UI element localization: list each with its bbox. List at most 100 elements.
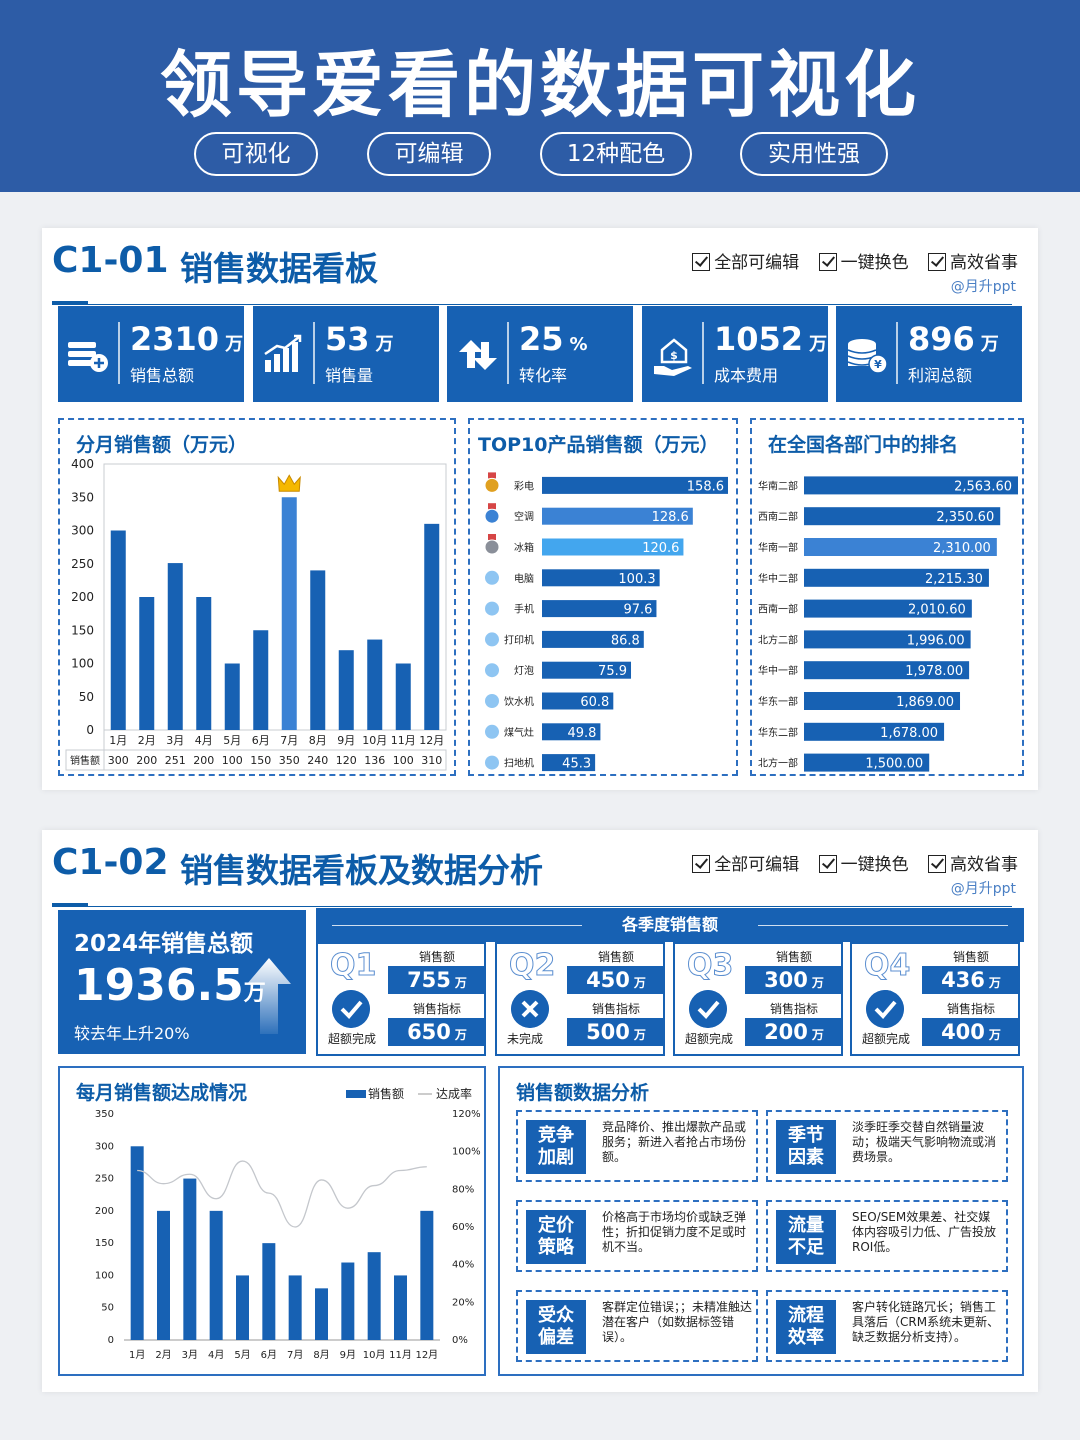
table-frame	[65, 749, 447, 771]
x-tick-label: 3月	[166, 734, 184, 747]
kpi-value: 25%	[519, 320, 588, 358]
quarter-target-value: 650 万	[388, 1018, 486, 1046]
check-circle-icon	[332, 990, 370, 1028]
data-label: 86.8	[611, 633, 640, 648]
feature-label: 高效省事	[950, 855, 1018, 875]
category-label: 扫地机	[504, 757, 534, 770]
bar	[542, 600, 657, 618]
chart-title: 分月销售额（万元）	[76, 434, 248, 456]
cross-circle-icon	[511, 990, 549, 1028]
analysis-text: 竞品降价、推出爆款产品或服务；新进入者抢占市场份额。	[602, 1120, 747, 1164]
quarter-status: 超额完成	[685, 1032, 734, 1046]
x-tick-label: 1月	[129, 1349, 145, 1361]
monthly-achievement-chart: 销售额 达成率 0 50 100 150 200 250 300 350 0% 20% 40% 60% 80…	[95, 1086, 481, 1361]
feature-item: 一键换色	[818, 248, 909, 273]
data-label: 1,978.00	[905, 664, 963, 679]
category-label: 冰箱	[514, 541, 534, 554]
chart-title: 每月销售额达成情况	[76, 1082, 248, 1104]
x-tick-label: 8月	[309, 734, 327, 747]
y2-tick-label: 100%	[452, 1147, 481, 1158]
section-1-title: 销售数据看板	[180, 249, 378, 288]
quarter-target-label: 销售指标	[591, 1002, 640, 1016]
quarter-target-value: 400 万	[922, 1018, 1020, 1046]
bar	[542, 569, 660, 587]
checkbox-icon	[692, 855, 711, 873]
table-value: 300	[108, 754, 129, 767]
quarter-status: 未完成	[507, 1032, 544, 1046]
feature-list: 全部可编辑 一键换色 高效省事	[678, 850, 1018, 875]
quarter-name: Q4	[863, 948, 911, 984]
category-label: 灯泡	[514, 664, 534, 677]
feature-item: 一键换色	[818, 850, 909, 875]
hand-house-money-icon: $	[654, 338, 692, 376]
checkbox-icon	[928, 855, 946, 873]
kpi-label: 销售总额	[130, 366, 195, 385]
bar	[281, 497, 297, 730]
bar	[288, 1275, 302, 1340]
bar	[542, 723, 601, 741]
x-tick-label: 11月	[391, 734, 416, 747]
table-value: 100	[222, 754, 243, 767]
quarter-sales-label: 销售额	[952, 950, 989, 964]
x-tick-label: 7月	[287, 1349, 303, 1361]
medal-ribbon-icon	[488, 534, 496, 540]
section-2-title: 销售数据看板及数据分析	[180, 851, 543, 890]
badge-icon	[485, 694, 499, 708]
category-label: 手机	[514, 603, 534, 616]
y-tick-label: 300	[71, 524, 94, 538]
x-tick-label: 10月	[363, 1349, 386, 1361]
bar	[341, 1262, 355, 1340]
y-tick-label: 350	[95, 1109, 114, 1120]
category-label: 华南二部	[758, 479, 798, 492]
analysis-text: SEO/SEM效果差、社交媒体内容吸引力低、广告投放ROI低。	[852, 1210, 997, 1254]
x-tick-label: 7月	[280, 734, 298, 747]
check-circle-icon	[689, 990, 727, 1028]
checkbox-icon	[928, 253, 946, 271]
svg-text:¥: ¥	[874, 358, 882, 371]
page-title: 领导爱看的数据可视化	[159, 43, 920, 127]
y-tick-label: 400	[71, 457, 94, 471]
category-label: 北方二部	[758, 633, 798, 646]
data-label: 2,215.30	[925, 572, 983, 587]
divider	[52, 906, 1012, 907]
bar	[139, 597, 155, 730]
monthly-achievement-box: 每月销售额达成情况 销售额 达成率 0 50 100 150 200 250 300 350 0% 2…	[58, 1066, 486, 1376]
bar	[224, 663, 240, 730]
bar	[315, 1288, 328, 1340]
tag-practical: 实用性强	[740, 132, 888, 176]
category-label: 煤气灶	[504, 726, 534, 739]
feature-label: 一键换色	[840, 855, 909, 875]
medal-icon	[484, 477, 500, 493]
kpi-conversion-rate: 25% 转化率	[447, 306, 633, 402]
bar	[542, 661, 632, 679]
bar	[804, 722, 945, 741]
legend-label: 销售额	[368, 1086, 404, 1101]
coin-stack-icon: ¥	[847, 339, 888, 374]
analysis-tag: 受众 偏差	[526, 1300, 586, 1354]
top10-chart-box: TOP10产品销售额（万元） 彩电 158.6 空调 128.6 冰箱 120.6 电脑 10…	[468, 418, 738, 776]
category-label: 彩电	[514, 479, 534, 492]
kpi-divider	[507, 322, 509, 384]
section-1-code: C1-01	[52, 240, 169, 281]
table-value: 310	[421, 754, 442, 767]
category-label: 华东一部	[758, 695, 798, 708]
tag-row: 可视化 可编辑 12种配色 实用性强	[0, 132, 1080, 176]
x-tick-label: 12月	[415, 1349, 438, 1361]
bar	[236, 1275, 249, 1340]
y2-tick-label: 0%	[452, 1335, 468, 1346]
category-label: 华东二部	[758, 726, 798, 739]
analysis-card: 季节 因素 淡季旺季交替自然销量波动；极端天气影响物流或消费场景。	[766, 1110, 1008, 1182]
medal-icon	[484, 539, 500, 555]
bar	[262, 1243, 276, 1340]
bar	[367, 1252, 381, 1340]
category-label: 饮水机	[504, 695, 534, 708]
checkbox-icon	[692, 253, 711, 271]
exchange-arrows-icon	[459, 340, 497, 370]
table-value: 350	[279, 754, 300, 767]
kpi-total-sales: 2310 万 销售总额	[58, 306, 244, 402]
x-tick-label: 4月	[208, 1349, 224, 1361]
x-tick-label: 9月	[337, 734, 355, 747]
kpi-label: 利润总额	[908, 366, 973, 385]
quarter-sales-value: 755 万	[388, 966, 486, 994]
medal-icon	[484, 508, 500, 524]
